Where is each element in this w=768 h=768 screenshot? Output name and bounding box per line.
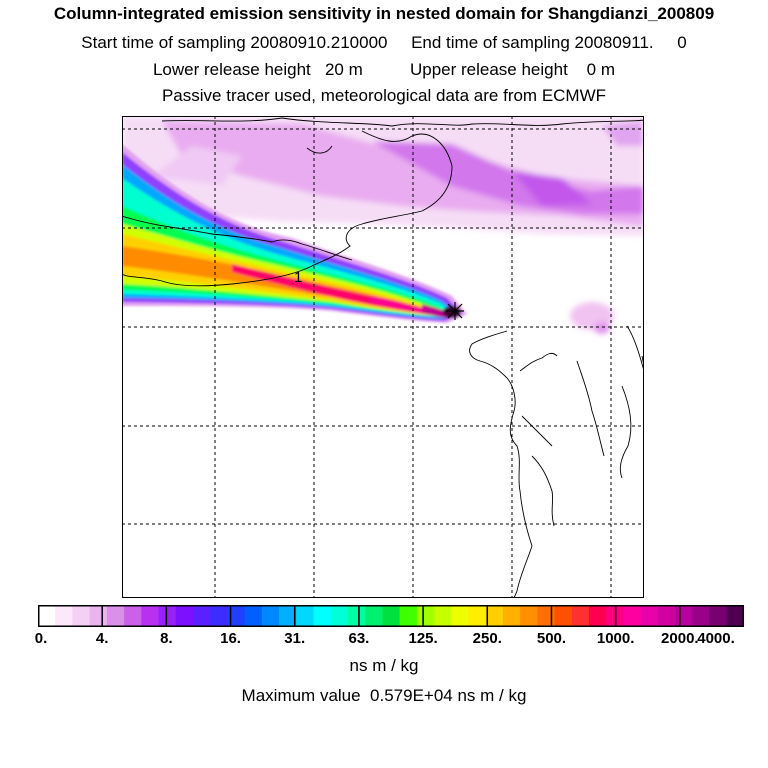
colorbar-segment [261,605,280,627]
sensitivity-field-north [122,116,644,334]
colorbar-segment [520,605,538,627]
colorbar-segment [589,605,607,627]
colorbar-tick-label: 63. [348,630,370,647]
colorbar-segment [210,605,229,627]
colorbar-tick-label: 8. [160,630,173,647]
map-panel: 1 [122,116,644,598]
colorbar-segment [554,605,573,627]
colorbar-segment [365,605,383,627]
colorbar-segment [451,605,470,627]
plot-title: Column-integrated emission sensitivity i… [53,4,715,23]
colorbar-segment [434,605,452,627]
colorbar-units: ns m / kg [349,656,419,675]
colorbar-segment [623,605,642,627]
colorbar-segment [347,605,366,627]
colorbar-tick-label: 125. [408,630,438,647]
contour-label: 1 [294,269,302,286]
colorbar-segment [485,605,504,627]
colorbar-segment [55,605,74,627]
colorbar-segment [537,605,556,627]
colorbar-tick-label: 31. [284,630,306,647]
colorbar-segment [192,605,211,627]
colorbar-segment [158,605,177,627]
colorbar-segment [416,605,435,627]
colorbar-segment [141,605,160,627]
colorbar-tick-label: 16. [220,630,241,647]
colorbar-segment [89,605,108,627]
colorbar-segment [227,605,246,627]
colorbar-segment [399,605,418,627]
colorbar-segment [692,605,711,627]
colorbar-segment [726,605,744,627]
colorbar-segment [38,605,56,627]
plume [122,144,467,323]
colorbar-segment [675,605,693,627]
colorbar-segment [330,605,349,627]
colorbar-segment [296,605,315,627]
colorbar-tick-label: 1000. [596,630,635,647]
colorbar-segment [279,605,297,627]
colorbar-tick-label: 500. [536,630,567,647]
colorbar-tick-label: 0. [34,630,48,647]
colorbar-segment [72,605,91,627]
colorbar-segment [709,605,728,627]
colorbar-segment [244,605,263,627]
colorbar-tick-label: 250. [472,630,502,647]
colorbar-segment [106,605,125,627]
coastlines [122,117,644,598]
colorbar-border [38,605,744,627]
colorbar [38,605,744,627]
receptor-marker [446,302,464,320]
colorbar-tick-label: 4000. [697,630,735,647]
colorbar-segment [468,605,487,627]
sampling-time-line: Start time of sampling 20080910.210000 E… [81,33,687,52]
release-height-line: Lower release height 20 m Upper release … [152,60,616,79]
tracer-info-line: Passive tracer used, meteorological data… [161,86,607,105]
colorbar-segment [382,605,401,627]
colorbar-segment [175,605,194,627]
maximum-value: Maximum value 0.579E+04 ns m / kg [241,686,527,705]
colorbar-tick-label: 2000. [661,630,699,647]
colorbar-tick-label: 4. [95,630,109,647]
colorbar-segment [124,605,142,627]
colorbar-segment [657,605,676,627]
colorbar-segment [313,605,332,627]
graticule [122,116,644,598]
colorbar-segment [502,605,521,627]
colorbar-segment [571,605,590,627]
colorbar-segment [640,605,659,627]
